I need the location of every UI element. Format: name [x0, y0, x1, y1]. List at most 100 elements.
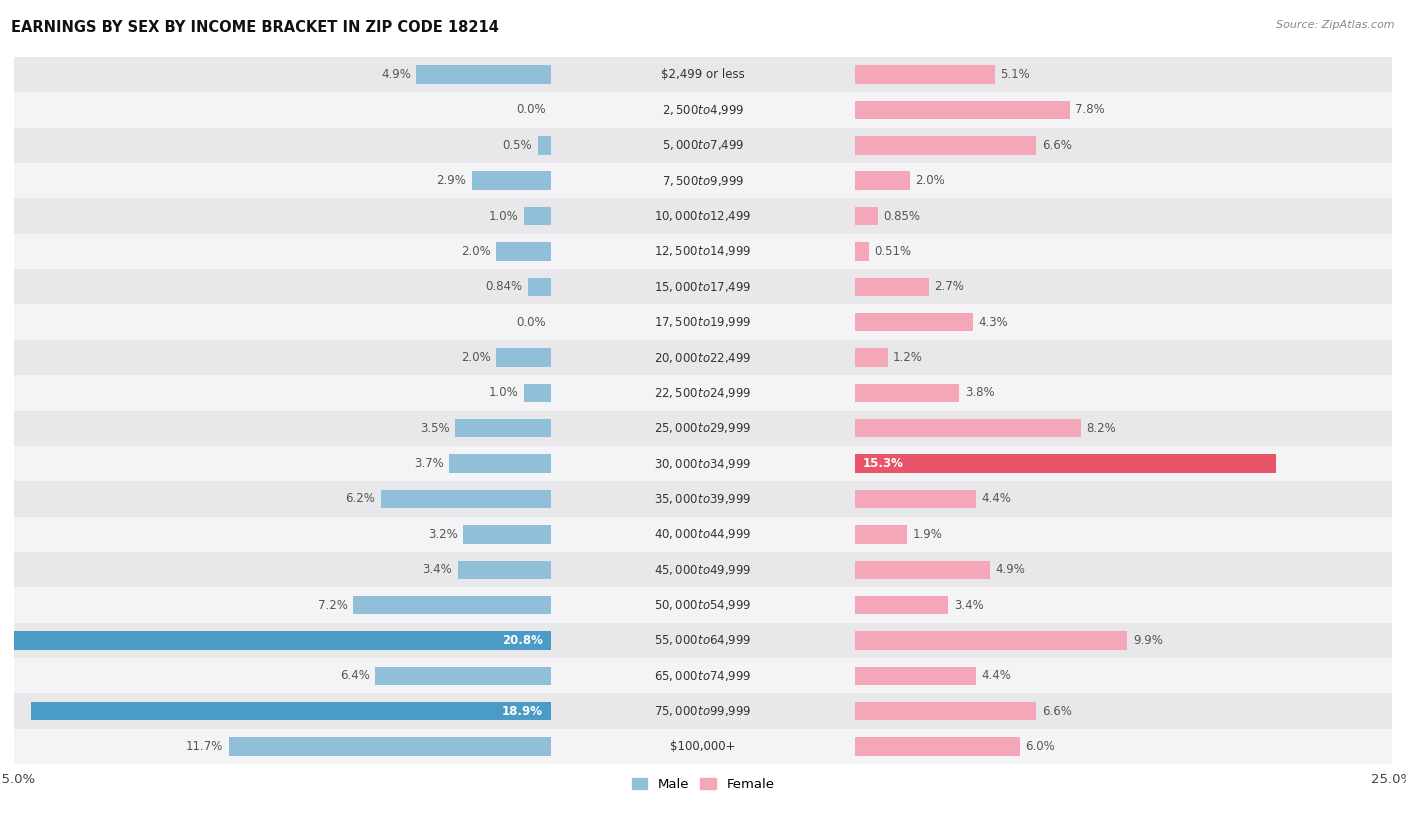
Text: 1.0%: 1.0% [489, 210, 519, 223]
Text: 6.4%: 6.4% [340, 669, 370, 682]
Text: $25,000 to $29,999: $25,000 to $29,999 [654, 421, 752, 435]
Bar [537, 136, 551, 154]
Text: 7.2%: 7.2% [318, 598, 347, 611]
Bar [14, 693, 1392, 729]
Bar [229, 737, 551, 756]
Bar [14, 304, 1392, 340]
Text: $75,000 to $99,999: $75,000 to $99,999 [654, 704, 752, 718]
Bar [855, 172, 910, 190]
Bar [14, 163, 1392, 198]
Text: $45,000 to $49,999: $45,000 to $49,999 [654, 563, 752, 576]
Bar [855, 454, 1277, 473]
Text: 4.4%: 4.4% [981, 493, 1011, 506]
Text: $40,000 to $44,999: $40,000 to $44,999 [654, 528, 752, 541]
Text: 9.9%: 9.9% [1133, 634, 1163, 647]
Bar [31, 702, 551, 720]
Bar [855, 207, 877, 225]
Legend: Male, Female: Male, Female [626, 773, 780, 797]
Text: EARNINGS BY SEX BY INCOME BRACKET IN ZIP CODE 18214: EARNINGS BY SEX BY INCOME BRACKET IN ZIP… [11, 20, 499, 35]
Text: 0.85%: 0.85% [883, 210, 921, 223]
Bar [381, 489, 551, 508]
Text: $50,000 to $54,999: $50,000 to $54,999 [654, 598, 752, 612]
Text: $100,000+: $100,000+ [671, 740, 735, 753]
Bar [529, 277, 551, 296]
Text: $12,500 to $14,999: $12,500 to $14,999 [654, 245, 752, 259]
Text: 2.0%: 2.0% [461, 351, 491, 364]
Text: 0.0%: 0.0% [516, 103, 546, 116]
Text: $65,000 to $74,999: $65,000 to $74,999 [654, 669, 752, 683]
Bar [0, 631, 551, 650]
Bar [855, 631, 1128, 650]
Text: 3.2%: 3.2% [427, 528, 458, 541]
Text: $10,000 to $12,499: $10,000 to $12,499 [654, 209, 752, 223]
Text: $30,000 to $34,999: $30,000 to $34,999 [654, 457, 752, 471]
Bar [855, 136, 1036, 154]
Text: $55,000 to $64,999: $55,000 to $64,999 [654, 633, 752, 647]
Bar [496, 242, 551, 261]
Text: 15.3%: 15.3% [863, 457, 904, 470]
Bar [471, 172, 551, 190]
Bar [375, 667, 551, 685]
Text: 8.2%: 8.2% [1085, 422, 1116, 435]
Bar [855, 101, 1070, 120]
Bar [14, 57, 1392, 92]
Text: $17,500 to $19,999: $17,500 to $19,999 [654, 315, 752, 329]
Bar [14, 587, 1392, 623]
Text: $5,000 to $7,499: $5,000 to $7,499 [662, 138, 744, 152]
Bar [855, 242, 869, 261]
Bar [855, 525, 907, 544]
Bar [450, 454, 551, 473]
Text: $2,500 to $4,999: $2,500 to $4,999 [662, 103, 744, 117]
Text: 2.7%: 2.7% [935, 280, 965, 293]
Bar [855, 65, 995, 84]
Bar [14, 552, 1392, 587]
Bar [855, 348, 887, 367]
Text: 3.4%: 3.4% [422, 563, 453, 576]
Text: $7,500 to $9,999: $7,500 to $9,999 [662, 174, 744, 188]
Text: 11.7%: 11.7% [186, 740, 224, 753]
Text: 5.1%: 5.1% [1001, 68, 1031, 81]
Text: 2.9%: 2.9% [436, 174, 465, 187]
Text: 4.3%: 4.3% [979, 315, 1008, 328]
Text: $15,000 to $17,499: $15,000 to $17,499 [654, 280, 752, 293]
Bar [855, 737, 1019, 756]
Text: 6.6%: 6.6% [1042, 705, 1071, 718]
Text: $35,000 to $39,999: $35,000 to $39,999 [654, 492, 752, 506]
Text: 3.7%: 3.7% [415, 457, 444, 470]
Bar [524, 384, 551, 402]
Bar [524, 207, 551, 225]
Text: 4.9%: 4.9% [995, 563, 1025, 576]
Text: 4.9%: 4.9% [381, 68, 411, 81]
Text: 0.0%: 0.0% [516, 315, 546, 328]
Bar [855, 313, 973, 332]
Bar [14, 233, 1392, 269]
Bar [14, 446, 1392, 481]
Text: 3.8%: 3.8% [965, 386, 994, 399]
Text: 6.6%: 6.6% [1042, 139, 1071, 152]
Bar [855, 277, 929, 296]
Bar [416, 65, 551, 84]
Text: 7.8%: 7.8% [1076, 103, 1105, 116]
Text: 1.2%: 1.2% [893, 351, 922, 364]
Text: $2,499 or less: $2,499 or less [661, 68, 745, 81]
Bar [458, 560, 551, 579]
Bar [456, 419, 551, 437]
Text: 2.0%: 2.0% [915, 174, 945, 187]
Bar [855, 596, 948, 615]
Text: 1.9%: 1.9% [912, 528, 942, 541]
Bar [14, 411, 1392, 446]
Bar [855, 667, 976, 685]
Bar [463, 525, 551, 544]
Bar [855, 702, 1036, 720]
Bar [14, 729, 1392, 764]
Bar [14, 623, 1392, 658]
Text: 0.5%: 0.5% [502, 139, 531, 152]
Bar [14, 128, 1392, 163]
Bar [353, 596, 551, 615]
Text: 0.84%: 0.84% [485, 280, 523, 293]
Bar [14, 517, 1392, 552]
Bar [14, 375, 1392, 411]
Text: 0.51%: 0.51% [875, 245, 911, 258]
Text: Source: ZipAtlas.com: Source: ZipAtlas.com [1277, 20, 1395, 30]
Text: 4.4%: 4.4% [981, 669, 1011, 682]
